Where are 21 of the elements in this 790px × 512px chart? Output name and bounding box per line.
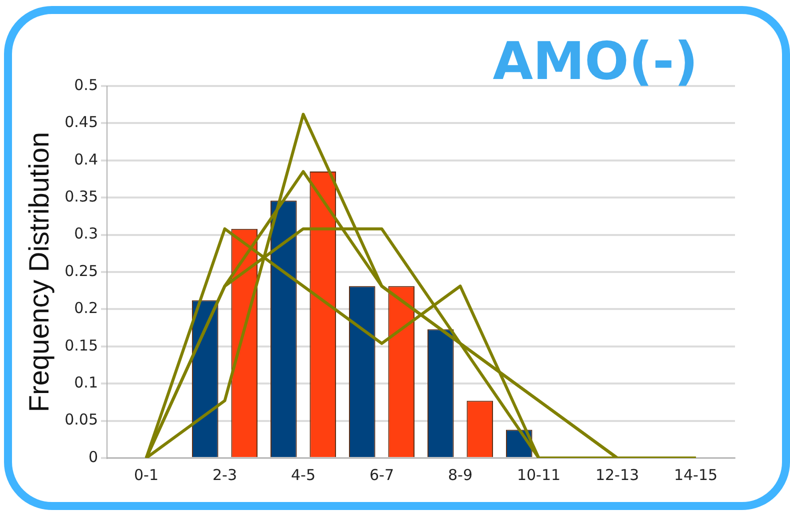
x-tick-label: 14-15 (674, 466, 718, 484)
y-tick-label: 0.45 (64, 113, 98, 132)
y-tick-label: 0.05 (64, 410, 98, 429)
x-tick-label: 0-1 (134, 466, 158, 484)
y-tick-label: 0.35 (64, 187, 98, 206)
x-tick-label: 8-9 (448, 466, 472, 484)
y-tick-label: 0.3 (74, 224, 98, 243)
x-tick-label: 10-11 (516, 466, 561, 484)
x-tick-label: 2-3 (212, 466, 237, 484)
x-tick-label: 6-7 (370, 466, 394, 484)
y-tick-label: 0 (88, 448, 98, 466)
y-tick-label: 0.15 (64, 336, 98, 354)
x-tick-label: 4-5 (291, 466, 316, 484)
y-tick-label: 0.4 (74, 150, 98, 168)
y-tick-label: 0.25 (64, 262, 98, 280)
y-tick-label: 0.1 (74, 373, 98, 392)
x-tick-label: 12-13 (595, 466, 640, 484)
y-tick-label: 0.5 (74, 76, 98, 94)
chart-title: AMO(-) (492, 32, 698, 92)
y-axis-title: Frequency Distribution (24, 132, 55, 412)
y-tick-label: 0.2 (74, 299, 98, 318)
